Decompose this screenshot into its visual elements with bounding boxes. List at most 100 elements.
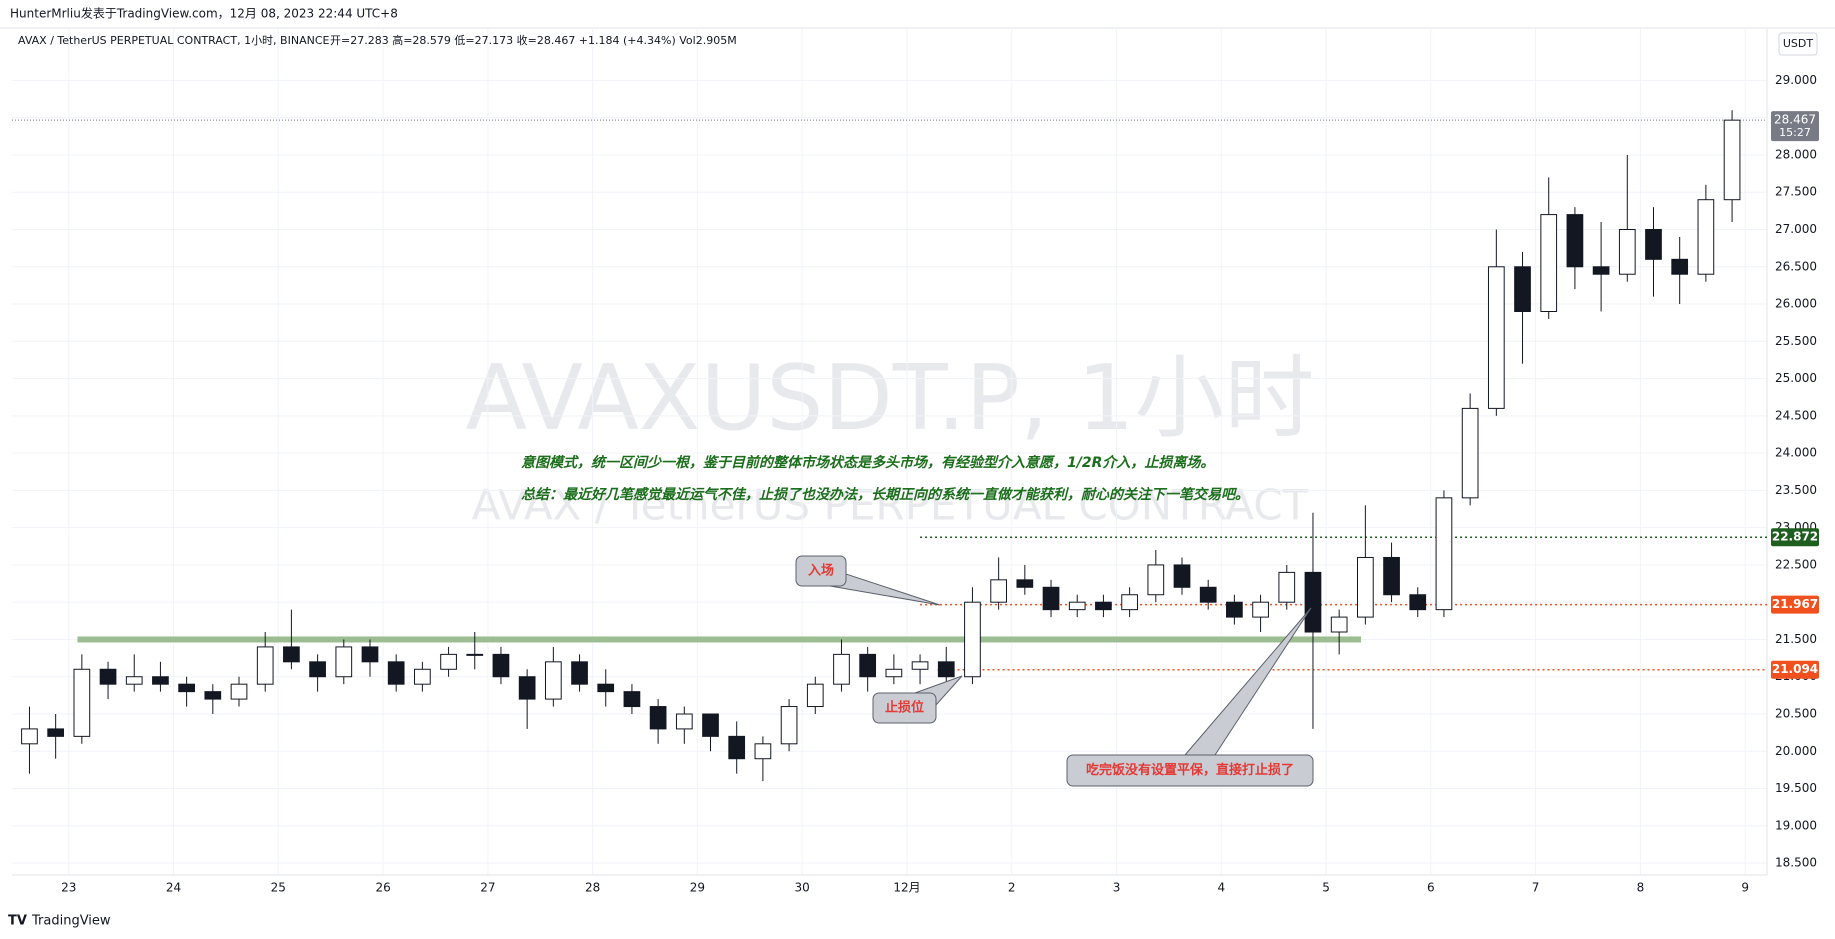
candle-body <box>990 579 1007 603</box>
countdown: 15:27 <box>1779 126 1811 139</box>
callout-tail <box>1183 607 1312 756</box>
candle-body <box>1121 594 1138 611</box>
candle-body <box>1095 601 1112 611</box>
y-tick-label: 24.000 <box>1775 446 1817 460</box>
x-tick-label: 28 <box>585 881 600 895</box>
header: HunterMrliu发表于TradingView.com，12月 08, 20… <box>10 6 398 21</box>
candle-body <box>728 735 746 760</box>
candle-body <box>1409 594 1427 611</box>
candle-body <box>885 668 903 678</box>
x-tick-label: 3 <box>1113 881 1121 895</box>
candle-body <box>1304 571 1322 633</box>
x-tick-label: 30 <box>795 881 810 895</box>
candle-body <box>1514 266 1531 312</box>
candle-body <box>518 676 536 700</box>
x-tick-label: 12月 <box>893 881 920 895</box>
y-tick-label: 19.500 <box>1775 781 1817 795</box>
candle-body <box>1435 497 1453 611</box>
price-label-bg <box>1771 660 1819 679</box>
x-tick-label: 2 <box>1008 881 1016 895</box>
candle-body <box>283 646 300 663</box>
annotation-text: 意图模式，统一区间少一根，鉴于目前的整体市场状态是多头市场，有经验型介入意愿，1… <box>521 454 1214 471</box>
candle-body <box>806 683 824 708</box>
x-tick-label: 25 <box>271 881 286 895</box>
range-band <box>77 636 1361 643</box>
candle-body <box>309 661 326 678</box>
candle-body <box>780 706 798 745</box>
candle-body <box>544 661 562 700</box>
candle-body <box>911 661 929 670</box>
candle-body <box>178 683 195 693</box>
callout-text: 吃完饭没有设置平保，直接打止损了 <box>1086 762 1294 778</box>
y-tick-label: 28.000 <box>1775 147 1817 161</box>
logo-mark: 𝗧𝗩 <box>8 914 27 929</box>
candle-body <box>204 691 222 700</box>
ohlc-legend: 开=27.283 高=28.579 低=27.173 收=28.467 +1.1… <box>330 33 737 47</box>
y-tick-label: 23.500 <box>1775 483 1817 497</box>
annotation-text: 总结：最近好几笔感觉最近运气不佳，止损了也没办法，长期正向的系统一直做才能获利，… <box>521 486 1249 503</box>
price-label: 21.967 <box>1772 597 1818 611</box>
price-label: 28.467 <box>1774 113 1816 127</box>
footer: TradingView <box>31 914 111 929</box>
y-tick-label: 21.500 <box>1775 632 1817 646</box>
candle-body <box>1278 571 1296 603</box>
candle-body <box>1461 407 1479 499</box>
candle-body <box>754 743 772 760</box>
x-tick-label: 7 <box>1532 881 1540 895</box>
y-tick-label: 18.500 <box>1775 856 1817 870</box>
candle-body <box>623 691 641 708</box>
callout-text: 止损位 <box>885 700 924 716</box>
candle-body <box>414 668 431 685</box>
candle-body <box>1671 258 1689 275</box>
plot: 23 24 25 26 27 28 29 30 12月 2 3 4 5 6 7 8 918.50019.0001… <box>12 29 1819 895</box>
candle-body <box>361 646 379 663</box>
candle-body <box>1226 601 1243 618</box>
candle-body <box>440 653 457 670</box>
callout-text: 入场 <box>808 564 834 579</box>
candle-body <box>1592 266 1610 275</box>
candle-body <box>964 601 981 678</box>
y-tick-label: 29.000 <box>1775 73 1817 87</box>
candle-body <box>1645 229 1662 260</box>
candle-body <box>21 728 38 745</box>
candle-body <box>1697 199 1715 275</box>
price-label-bg <box>1771 111 1819 142</box>
candle-body <box>492 653 510 678</box>
callout-box <box>1066 754 1314 787</box>
y-tick-label: 25.000 <box>1775 371 1817 385</box>
callout-box <box>872 692 937 724</box>
candle-body <box>597 683 615 693</box>
watermark: AVAX / TetherUS PERPETUAL CONTRACT <box>472 481 1309 530</box>
price-label-bg <box>1771 528 1819 547</box>
candle-body <box>702 713 719 737</box>
y-tick-label: 20.000 <box>1775 744 1817 758</box>
candle-body <box>230 683 248 700</box>
candle-body <box>73 668 91 737</box>
watermark: AVAXUSDT.P, 1小时 <box>466 346 1315 451</box>
candle-body <box>335 646 353 678</box>
y-tick-label: 24.500 <box>1775 408 1817 422</box>
candle-body <box>1199 586 1217 603</box>
candle-body <box>1016 579 1034 588</box>
candle-body <box>466 653 484 656</box>
x-tick-label: 4 <box>1217 881 1225 895</box>
x-tick-label: 29 <box>690 881 705 895</box>
candle-body <box>1357 556 1374 618</box>
candle-body <box>387 661 405 685</box>
candle-body <box>1068 601 1086 611</box>
candle-body <box>99 668 117 685</box>
candle-body <box>1252 601 1269 618</box>
x-tick-label: 8 <box>1637 881 1645 895</box>
currency[interactable]: USDT <box>1783 37 1814 50</box>
y-tick-label: 26.000 <box>1775 297 1817 311</box>
y-tick-label: 22.500 <box>1775 557 1817 571</box>
x-tick-label: 27 <box>480 881 495 895</box>
candle-body <box>833 653 850 685</box>
candle-body <box>1147 564 1165 596</box>
candle-body <box>1173 564 1191 588</box>
candle-body <box>1618 229 1636 275</box>
currency-button[interactable] <box>1778 32 1818 56</box>
candle-body <box>649 706 667 730</box>
candle-body <box>571 661 588 685</box>
